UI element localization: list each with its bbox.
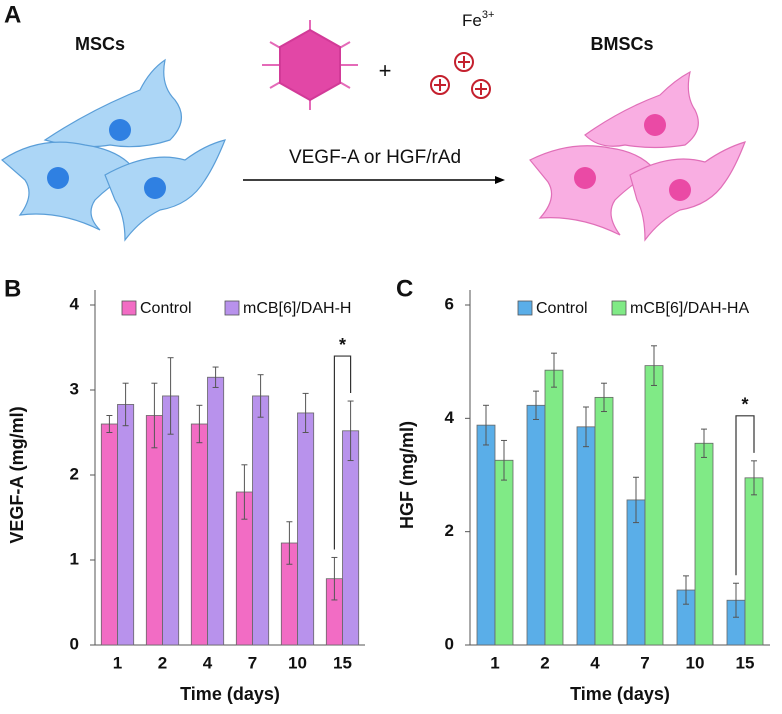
bar <box>694 442 714 646</box>
significance-bracket <box>333 355 352 550</box>
bmsc-cells <box>529 70 746 242</box>
y-tick-label: 3 <box>70 379 79 398</box>
bar <box>644 365 664 646</box>
bar <box>594 396 614 646</box>
msc-cells <box>1 58 226 242</box>
ion: Fe <box>462 11 482 30</box>
cell-label: MSCs <box>75 34 125 54</box>
significance-label: * <box>339 335 346 355</box>
legend-label: mCB[6]/DAH-H <box>243 300 351 317</box>
x-tick-label: 2 <box>158 653 167 672</box>
bar <box>145 415 163 646</box>
legend-swatch <box>121 300 137 316</box>
y-tick-label: 4 <box>445 408 455 427</box>
legend-swatch <box>611 300 627 316</box>
arrow-head <box>495 176 505 184</box>
arrow-label: VEGF-A or HGF/rAd <box>289 147 461 168</box>
bar <box>117 404 135 646</box>
panel-label: C <box>396 275 413 302</box>
x-tick-label: 10 <box>686 653 705 672</box>
bar <box>190 423 208 646</box>
y-axis-label: HGF (mg/ml) <box>397 421 417 529</box>
legend-label: mCB[6]/DAH-HA <box>630 300 749 317</box>
significance-bracket <box>735 415 755 576</box>
x-tick-label: 2 <box>540 653 549 672</box>
virus-icon <box>262 20 358 110</box>
bar <box>100 423 118 646</box>
ion-label: Fe3+ <box>462 9 494 31</box>
bar <box>576 426 596 646</box>
x-tick-label: 1 <box>490 653 499 672</box>
panel-label: A <box>4 1 21 28</box>
x-tick-label: 15 <box>736 653 755 672</box>
y-tick-label: 0 <box>445 634 454 653</box>
significance-label: * <box>741 395 748 415</box>
bar <box>476 424 496 646</box>
x-tick-label: 15 <box>333 653 352 672</box>
bar <box>544 369 564 646</box>
legend-label: Control <box>536 300 588 317</box>
legend-swatch <box>517 300 533 316</box>
y-tick-label: 6 <box>445 294 454 313</box>
bar <box>744 477 764 646</box>
panel-a: A MSCs BMSCs + Fe3+ <box>1 1 746 242</box>
bar <box>252 395 270 646</box>
y-tick-label: 4 <box>70 294 80 313</box>
y-axis-label: VEGF-A (mg/ml) <box>7 406 27 543</box>
bar <box>297 412 315 646</box>
legend-label: Control <box>140 300 192 317</box>
bar <box>342 430 360 646</box>
y-tick-label: 2 <box>70 464 79 483</box>
plus-sign: + <box>379 58 392 83</box>
x-axis-label: Time (days) <box>570 684 670 704</box>
x-tick-label: 1 <box>113 653 122 672</box>
x-axis-label: Time (days) <box>180 684 280 704</box>
bar <box>494 459 514 646</box>
y-tick-label: 0 <box>70 634 79 653</box>
bar <box>207 376 225 646</box>
y-tick-label: 2 <box>445 521 454 540</box>
ion-icons <box>430 52 491 99</box>
ion-charge: 3+ <box>482 9 495 21</box>
y-tick-label: 1 <box>70 549 79 568</box>
bar <box>526 404 546 646</box>
x-tick-label: 7 <box>640 653 649 672</box>
legend-swatch <box>224 300 240 316</box>
x-tick-label: 7 <box>248 653 257 672</box>
x-tick-label: 10 <box>288 653 307 672</box>
cell-label: BMSCs <box>590 34 653 54</box>
x-tick-label: 4 <box>590 653 600 672</box>
panel-label: B <box>4 275 21 302</box>
x-tick-label: 4 <box>203 653 213 672</box>
